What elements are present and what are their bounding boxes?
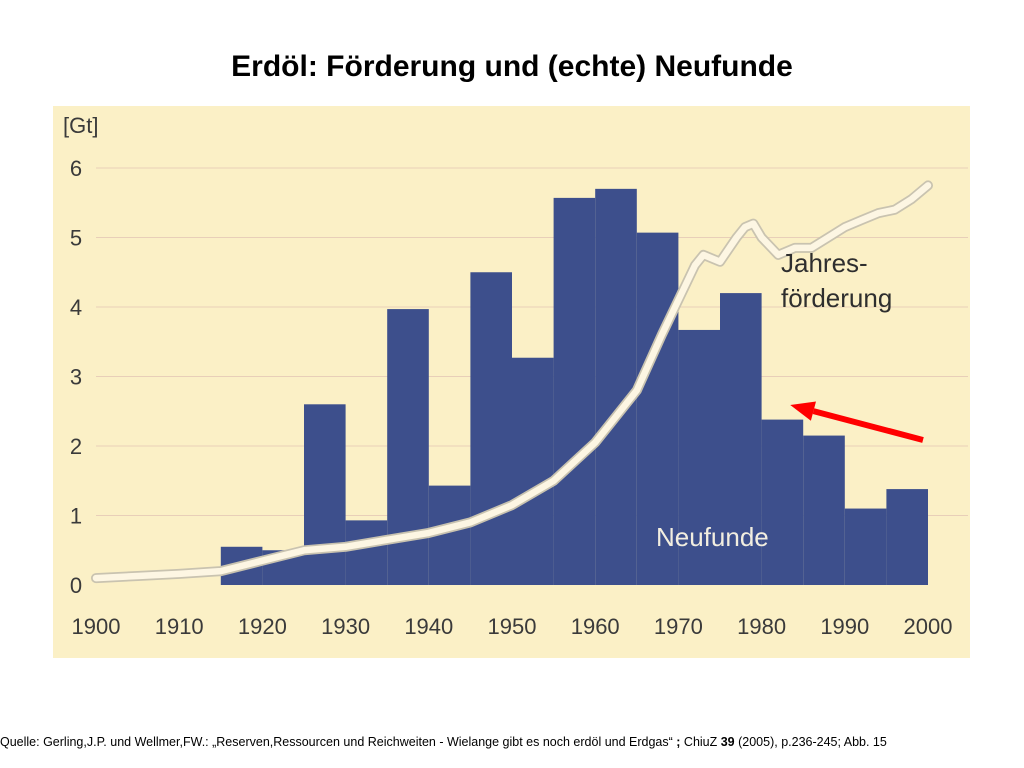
bar-1950-1955	[512, 357, 554, 585]
bar-series-neufunde	[220, 188, 928, 585]
y-axis-unit: [Gt]	[63, 113, 98, 138]
axes: 1900 1910 1920 1930 1940 1950 1960 1970 1980 1990…	[70, 156, 953, 639]
series-label-jahresfoerderung-line-1: Jahres-	[781, 248, 868, 278]
y-tick-3: 3	[70, 365, 82, 390]
y-tick-1: 1	[70, 504, 82, 529]
chart: 1900 1910 1920 1930 1940 1950 1960 1970 1980 1990…	[63, 113, 968, 639]
annotation-arrow	[790, 401, 924, 443]
source-volume: 39	[720, 735, 735, 749]
arrow-head	[790, 401, 816, 421]
y-tick-0: 0	[70, 573, 82, 598]
bar-1960-1965	[595, 188, 637, 585]
bar-1990-1995	[844, 508, 887, 585]
x-tick-1950: 1950	[488, 614, 537, 639]
y-tick-4: 4	[70, 295, 82, 320]
x-tick-1900: 1900	[72, 614, 121, 639]
slide-title: Erdöl: Förderung und (echte) Neufunde	[231, 50, 793, 83]
x-tick-1940: 1940	[404, 614, 453, 639]
bar-1965-1970	[636, 232, 679, 585]
bar-1945-1950	[470, 272, 512, 585]
x-tick-1910: 1910	[155, 614, 204, 639]
x-tick-1930: 1930	[321, 614, 370, 639]
series-label-jahresfoerderung-line-2: förderung	[781, 283, 892, 313]
arrow-shaft	[812, 408, 924, 443]
x-tick-2000: 2000	[904, 614, 953, 639]
x-tick-1990: 1990	[820, 614, 869, 639]
chart-panel: 1900 1910 1920 1930 1940 1950 1960 1970 1980 1990…	[53, 106, 970, 658]
source-citation: Quelle: Gerling,J.P. und Wellmer,FW.: „R…	[0, 735, 1024, 749]
source-pages: (2005), p.236-245; Abb. 15	[734, 735, 887, 749]
series-label-neufunde: Neufunde	[656, 522, 769, 552]
y-tick-5: 5	[70, 226, 82, 251]
bar-1980-1985	[761, 419, 804, 585]
bar-1970-1975	[678, 329, 720, 585]
source-journal: ChiuZ	[680, 735, 721, 749]
bar-1985-1990	[803, 435, 845, 585]
x-tick-1970: 1970	[654, 614, 703, 639]
source-semicolon: ;	[676, 735, 681, 749]
source-text: Quelle: Gerling,J.P. und Wellmer,FW.: „R…	[0, 735, 677, 749]
bar-1975-1980	[720, 293, 762, 585]
line-series-jahresfoerderung	[91, 180, 933, 584]
bar-1995-2000	[886, 489, 928, 585]
y-tick-6: 6	[70, 156, 82, 181]
x-tick-1920: 1920	[238, 614, 287, 639]
x-tick-1980: 1980	[737, 614, 786, 639]
x-tick-1960: 1960	[571, 614, 620, 639]
bar-1925-1930	[304, 404, 346, 585]
bar-1930-1935	[345, 520, 388, 585]
line-jahresfoerderung	[92, 182, 932, 582]
y-tick-2: 2	[70, 434, 82, 459]
bar-1955-1960	[553, 197, 596, 585]
